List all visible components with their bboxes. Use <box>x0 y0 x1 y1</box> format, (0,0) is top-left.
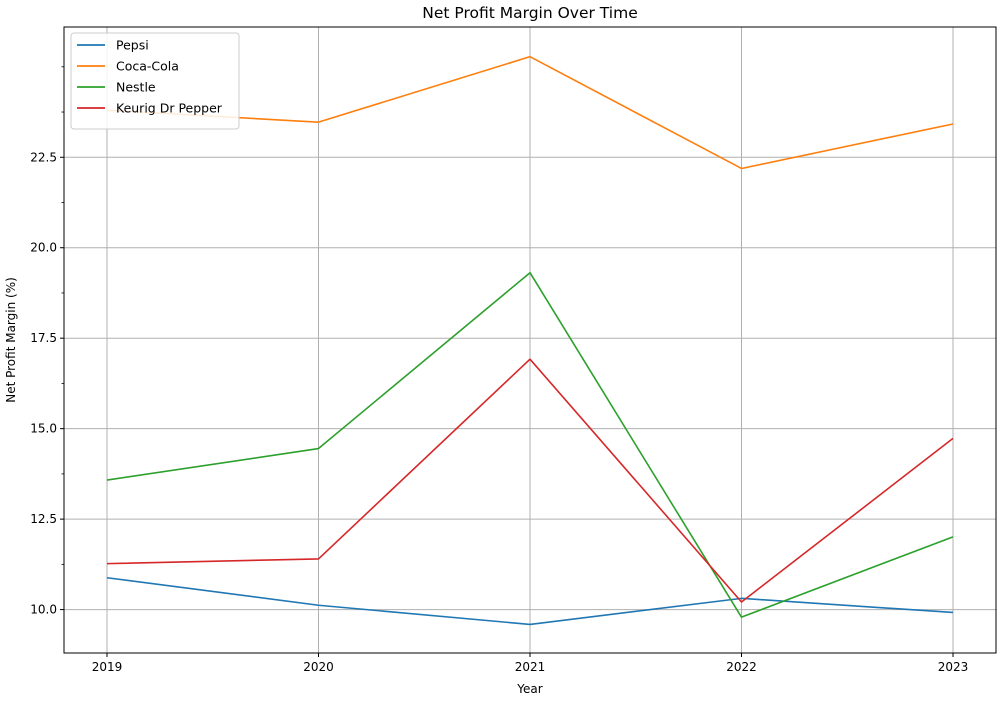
series-line-nestle <box>106 271 954 618</box>
legend: Pepsi Coca-Cola Nestle Keurig Dr Pepper <box>70 32 240 130</box>
x-tick-label: 2022 <box>726 660 757 674</box>
y-tick-label: 10.0 <box>30 603 57 617</box>
plot-frame <box>63 26 997 654</box>
legend-label: Keurig Dr Pepper <box>116 101 223 116</box>
x-tick-label: 2020 <box>303 660 334 674</box>
legend-label: Pepsi <box>116 38 149 53</box>
x-tick-label: 2021 <box>515 660 546 674</box>
x-tick-label: 2019 <box>92 660 123 674</box>
chart-title: Net Profit Margin Over Time <box>422 4 638 22</box>
axis-ticks: 2019 2020 2021 2022 2023 10.0 12.5 15.0 17.5 20.0… <box>30 66 969 674</box>
y-tick-label: 12.5 <box>30 512 57 526</box>
series-line-pepsi <box>106 576 954 626</box>
legend-label: Coca-Cola <box>116 59 179 74</box>
series-line-coca-cola <box>106 55 954 170</box>
y-axis-title: Net Profit Margin (%) <box>4 277 18 403</box>
series-line-keurig-dr-pepper <box>106 358 954 603</box>
y-tick-label: 17.5 <box>30 331 57 345</box>
y-tick-label: 20.0 <box>30 241 57 255</box>
series-lines <box>106 55 954 626</box>
y-tick-label: 22.5 <box>30 150 57 164</box>
x-tick-label: 2023 <box>938 660 969 674</box>
legend-box <box>70 32 240 130</box>
grid-lines <box>64 27 996 653</box>
x-axis-title: Year <box>516 682 542 696</box>
legend-label: Nestle <box>116 80 156 95</box>
y-tick-label: 15.0 <box>30 422 57 436</box>
